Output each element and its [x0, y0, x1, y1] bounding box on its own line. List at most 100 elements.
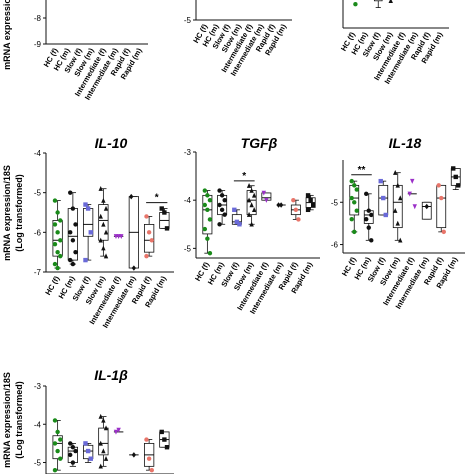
data-point	[52, 441, 58, 446]
data-point	[364, 216, 369, 222]
data-point	[146, 230, 152, 235]
data-point	[162, 437, 167, 442]
y-tick-label: -3	[34, 382, 42, 391]
data-point	[424, 203, 429, 210]
data-point	[144, 214, 149, 219]
y-tick-label: -4	[34, 149, 42, 158]
data-point	[101, 245, 106, 251]
data-point	[205, 236, 210, 241]
data-point	[88, 456, 93, 461]
data-point	[352, 183, 357, 188]
data-point	[354, 187, 359, 192]
box	[436, 184, 447, 229]
box	[143, 223, 155, 253]
data-point	[369, 212, 374, 218]
data-point	[202, 226, 208, 232]
data-point	[354, 208, 359, 213]
data-point	[83, 441, 88, 446]
data-point	[58, 437, 63, 442]
data-point	[219, 207, 225, 213]
data-point	[129, 193, 134, 200]
data-point	[58, 253, 63, 259]
data-point	[232, 207, 237, 213]
y-tick-label: -6	[34, 228, 42, 237]
data-point	[353, 1, 358, 7]
y-tick-label: -7	[34, 268, 42, 277]
significance-label: **	[358, 165, 366, 176]
data-point	[219, 193, 225, 198]
ylabel-sub-bottom: (Log transformed)	[14, 381, 24, 459]
data-point	[68, 452, 73, 458]
panel-title: IL-1β	[94, 367, 128, 383]
data-point	[388, 0, 393, 3]
data-point	[293, 207, 299, 213]
data-point	[395, 182, 400, 188]
data-point	[70, 460, 76, 465]
data-point	[55, 249, 60, 255]
data-point	[58, 238, 63, 243]
data-point	[113, 429, 119, 435]
data-point	[98, 213, 103, 219]
data-point	[55, 448, 60, 454]
data-point	[101, 221, 106, 227]
data-point	[251, 207, 257, 213]
data-point	[144, 253, 149, 259]
data-point	[222, 197, 227, 203]
data-point	[119, 234, 124, 239]
data-point	[68, 441, 73, 446]
data-point	[217, 188, 222, 193]
data-point	[207, 217, 213, 222]
data-point	[276, 202, 281, 208]
y-tick-label: -5	[34, 189, 42, 198]
data-point	[164, 445, 170, 450]
y-tick-label: -8	[34, 14, 42, 23]
data-point	[393, 169, 398, 175]
data-point	[159, 429, 164, 435]
y-tick-label: -6	[331, 241, 339, 250]
data-point	[352, 200, 357, 205]
data-point	[222, 212, 227, 217]
data-point	[103, 229, 109, 235]
data-point	[131, 265, 137, 271]
ylabel-main-mid: mRNA expression/18S	[2, 165, 12, 261]
data-point	[103, 425, 109, 431]
box	[421, 201, 432, 220]
data-point	[98, 186, 103, 191]
y-tick-label: -3	[184, 148, 192, 157]
data-point	[217, 202, 222, 208]
data-point	[55, 210, 60, 215]
data-point	[441, 229, 446, 235]
data-point	[58, 456, 63, 461]
data-point	[68, 257, 73, 263]
panel-title: TGFβ	[241, 135, 278, 151]
data-point	[453, 174, 458, 180]
data-point	[398, 237, 403, 243]
data-point	[308, 197, 313, 203]
data-point	[101, 197, 106, 203]
data-point	[52, 261, 58, 267]
data-point	[291, 197, 296, 203]
data-point	[101, 448, 106, 454]
data-point	[101, 417, 106, 423]
data-point	[52, 467, 58, 473]
data-point	[261, 190, 267, 196]
data-point	[383, 212, 388, 218]
data-point	[149, 467, 154, 473]
data-point	[159, 206, 164, 211]
data-point	[366, 225, 371, 230]
y-tick-label: -5	[331, 198, 339, 207]
data-point	[207, 250, 213, 256]
data-point	[98, 440, 103, 446]
box	[98, 427, 109, 456]
data-point	[98, 463, 103, 469]
data-point	[278, 202, 284, 208]
data-point	[251, 192, 257, 198]
data-point	[246, 183, 252, 188]
data-point	[246, 211, 252, 217]
data-point	[83, 257, 88, 263]
data-point	[70, 445, 76, 450]
data-point	[349, 216, 354, 222]
data-point	[146, 456, 152, 461]
